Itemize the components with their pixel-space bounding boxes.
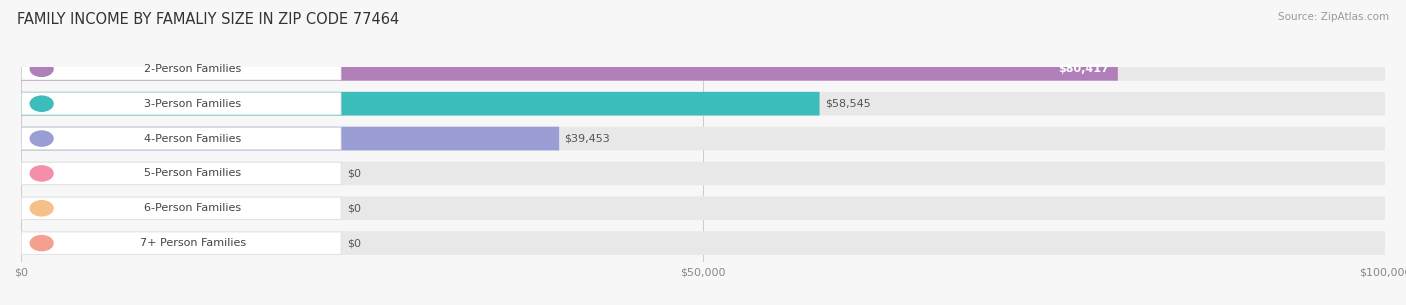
Text: 4-Person Families: 4-Person Families	[145, 134, 242, 144]
FancyBboxPatch shape	[21, 127, 560, 150]
Ellipse shape	[30, 96, 53, 111]
Text: $0: $0	[347, 238, 361, 248]
Text: 7+ Person Families: 7+ Person Families	[139, 238, 246, 248]
Ellipse shape	[30, 61, 53, 77]
FancyBboxPatch shape	[21, 232, 342, 254]
Text: 2-Person Families: 2-Person Families	[145, 64, 242, 74]
FancyBboxPatch shape	[21, 162, 1385, 185]
Text: $39,453: $39,453	[565, 134, 610, 144]
Text: Source: ZipAtlas.com: Source: ZipAtlas.com	[1278, 12, 1389, 22]
FancyBboxPatch shape	[21, 162, 342, 185]
Text: $58,545: $58,545	[825, 99, 870, 109]
FancyBboxPatch shape	[21, 57, 1385, 81]
Text: 3-Person Families: 3-Person Families	[145, 99, 242, 109]
Text: $0: $0	[347, 168, 361, 178]
Text: $80,417: $80,417	[1059, 64, 1109, 74]
Text: 5-Person Families: 5-Person Families	[145, 168, 242, 178]
Text: 6-Person Families: 6-Person Families	[145, 203, 242, 213]
FancyBboxPatch shape	[21, 92, 820, 116]
Ellipse shape	[30, 235, 53, 251]
FancyBboxPatch shape	[21, 92, 342, 115]
FancyBboxPatch shape	[21, 231, 1385, 255]
FancyBboxPatch shape	[21, 127, 342, 150]
FancyBboxPatch shape	[21, 57, 1118, 81]
FancyBboxPatch shape	[21, 127, 1385, 150]
Ellipse shape	[30, 201, 53, 216]
FancyBboxPatch shape	[21, 196, 1385, 220]
Ellipse shape	[30, 166, 53, 181]
Ellipse shape	[30, 131, 53, 146]
FancyBboxPatch shape	[21, 58, 342, 80]
Text: $0: $0	[347, 203, 361, 213]
FancyBboxPatch shape	[21, 197, 342, 219]
FancyBboxPatch shape	[21, 92, 1385, 116]
Text: FAMILY INCOME BY FAMALIY SIZE IN ZIP CODE 77464: FAMILY INCOME BY FAMALIY SIZE IN ZIP COD…	[17, 12, 399, 27]
